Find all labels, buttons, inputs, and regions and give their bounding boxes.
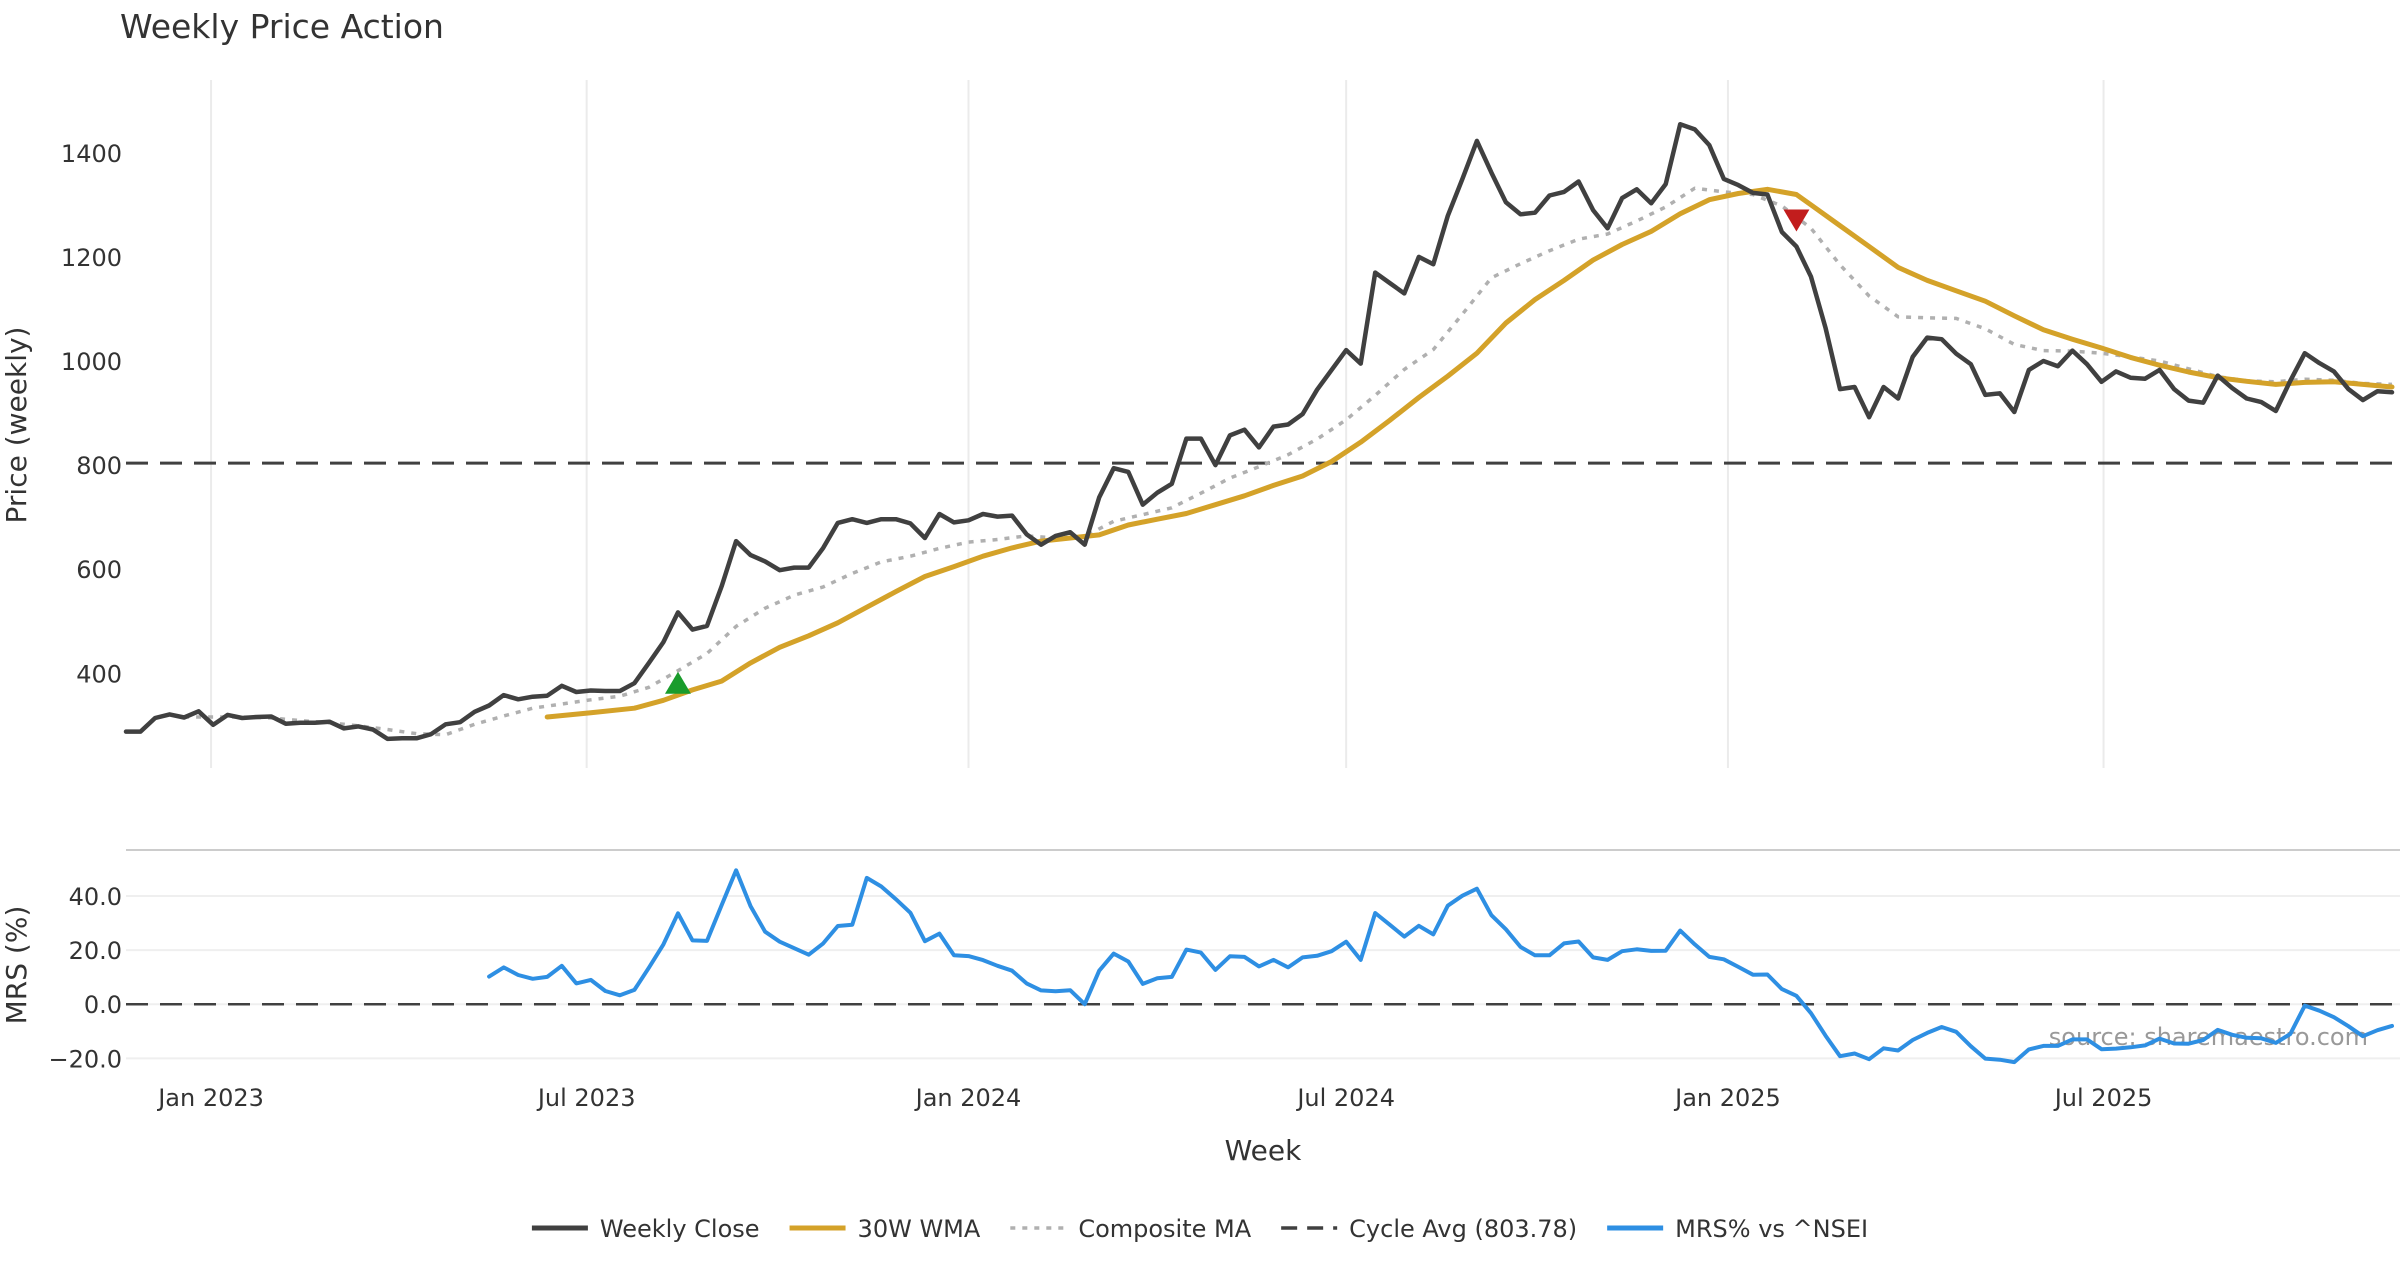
price-y-tick-label: 1000 — [61, 348, 122, 376]
weekly-close-series — [123, 121, 2395, 742]
x-tick-label: Jan 2023 — [156, 1084, 264, 1112]
mrs-y-tick-label: 40.0 — [69, 883, 122, 911]
legend-item: Cycle Avg (803.78) — [1281, 1215, 1577, 1243]
weekly-close-line — [123, 121, 2395, 742]
wma-30w-series — [544, 186, 2395, 720]
mrs-nsei-series — [487, 868, 2394, 1065]
x-tick-label: Jul 2024 — [1295, 1084, 1395, 1112]
composite-ma-line — [184, 186, 2393, 737]
price-y-axis-label: Price (weekly) — [0, 327, 33, 524]
price-y-tick-label: 800 — [76, 452, 122, 480]
price-y-tick-label: 400 — [76, 660, 122, 688]
composite-ma-series — [184, 186, 2393, 737]
mrs-y-axis-label: MRS (%) — [0, 906, 33, 1025]
legend-item: Composite MA — [1010, 1215, 1252, 1243]
x-tick-label: Jul 2025 — [2053, 1084, 2153, 1112]
wma-30w-line — [544, 186, 2395, 720]
chart-legend: Weekly Close 30W WMA Composite MA Cycle Avg… — [531, 1215, 1868, 1243]
legend-label: MRS% vs ^NSEI — [1675, 1215, 1868, 1243]
price-y-tick-label: 600 — [76, 556, 122, 584]
price-y-tick-label: 1200 — [61, 244, 122, 272]
mrs-y-tick-label: −20.0 — [48, 1045, 122, 1073]
price-y-tick-label: 1400 — [61, 140, 122, 168]
x-tick-label: Jan 2024 — [914, 1084, 1022, 1112]
sell-signal-marker — [1783, 209, 1810, 232]
legend-label: 30W WMA — [858, 1215, 981, 1243]
buy-signal-marker — [664, 671, 691, 694]
legend-item: MRS% vs ^NSEI — [1607, 1215, 1868, 1243]
chart-title: Weekly Price Action — [120, 7, 444, 46]
legend-item: Weekly Close — [531, 1215, 760, 1243]
legend-label: Composite MA — [1078, 1215, 1251, 1243]
mrs-nsei-line — [487, 868, 2394, 1065]
legend-label: Weekly Close — [600, 1215, 760, 1243]
legend-item: 30W WMA — [789, 1215, 981, 1243]
x-axis-label: Week — [1225, 1134, 1302, 1167]
mrs-y-tick-label: 20.0 — [69, 937, 122, 965]
legend-label: Cycle Avg (803.78) — [1349, 1215, 1577, 1243]
x-tick-label: Jul 2023 — [536, 1084, 636, 1112]
x-tick-label: Jan 2025 — [1673, 1084, 1781, 1112]
mrs-y-tick-label: 0.0 — [84, 991, 122, 1019]
